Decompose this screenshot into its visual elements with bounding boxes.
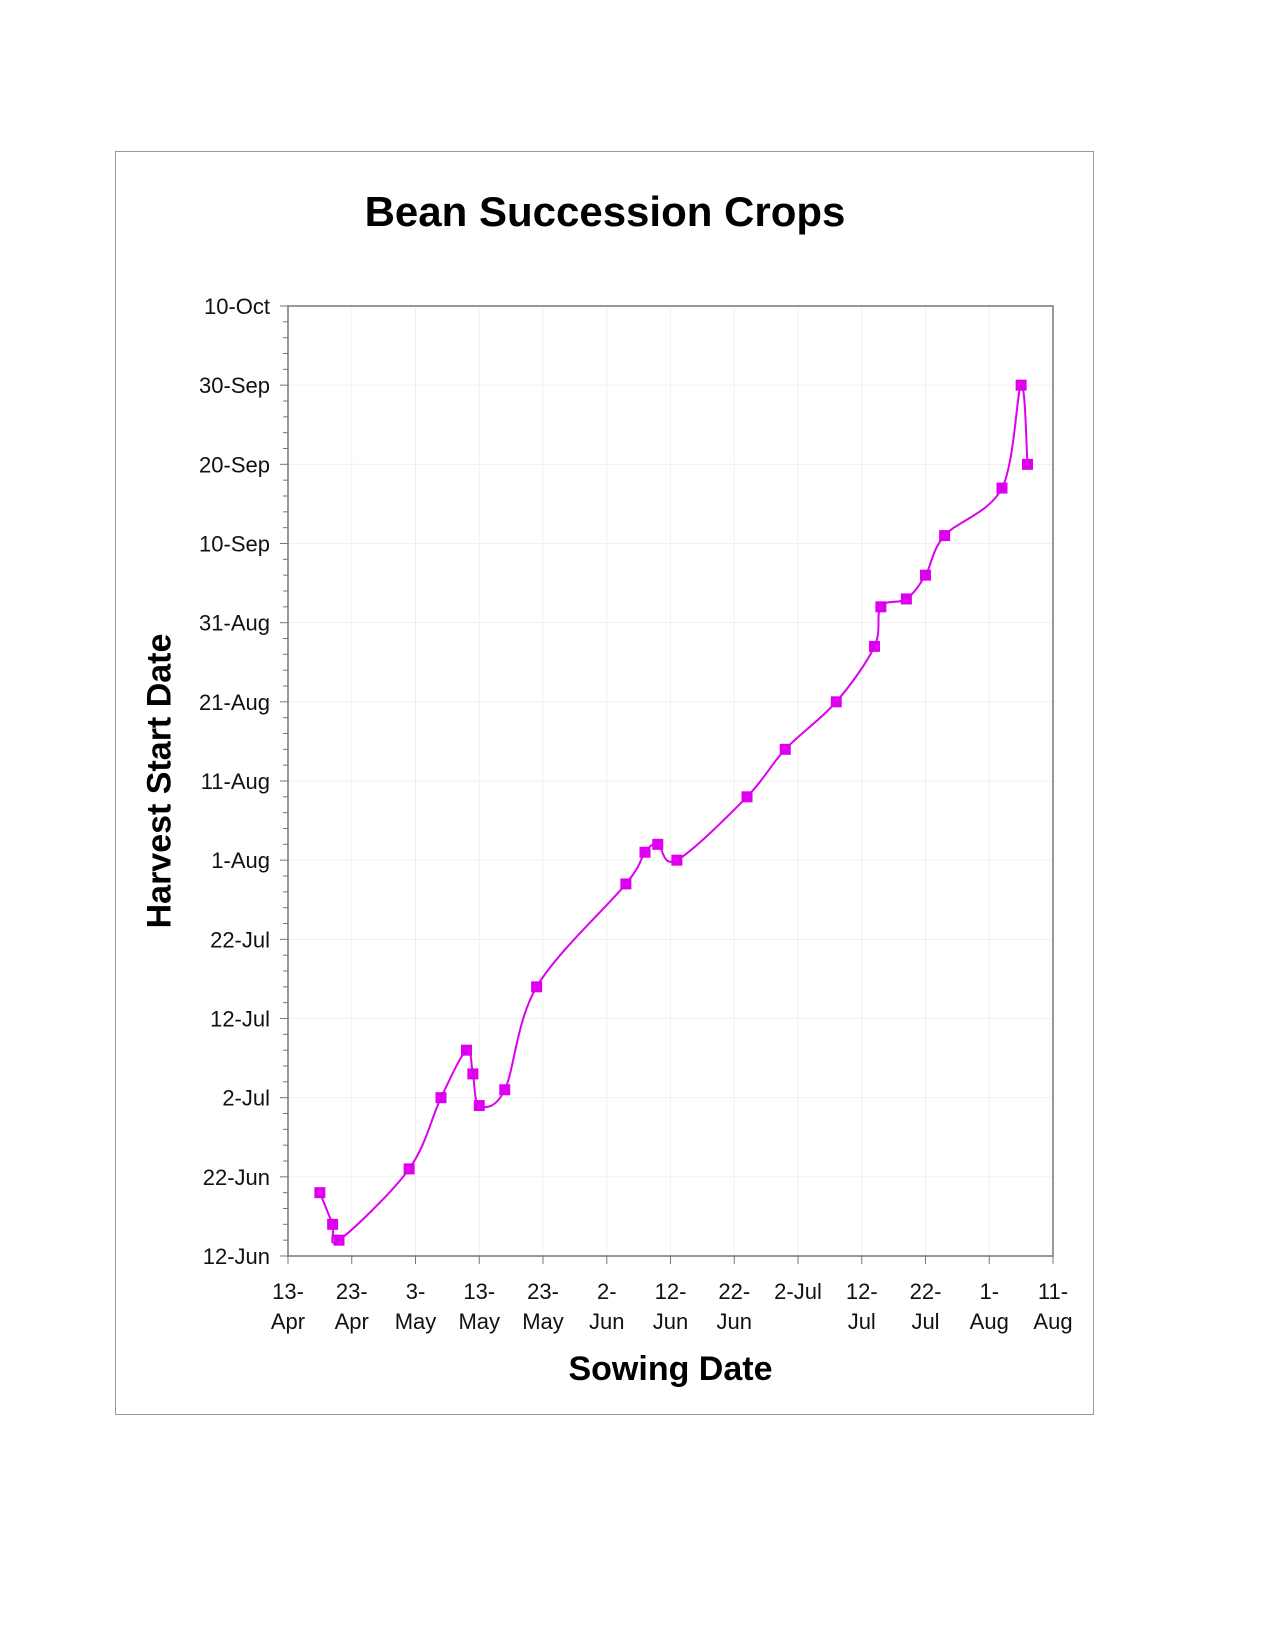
y-tick-label: 11-Aug (201, 769, 270, 794)
y-tick-label: 21-Aug (199, 690, 270, 715)
data-point (531, 981, 543, 993)
data-point (939, 530, 951, 542)
x-tick-label: 11-Aug (1033, 1279, 1072, 1334)
y-tick-label: 2-Jul (222, 1086, 270, 1111)
data-point (461, 1044, 472, 1056)
y-tick-label: 20-Sep (199, 452, 270, 477)
data-point (314, 1187, 326, 1199)
data-point (741, 791, 753, 803)
y-tick-label: 12-Jul (210, 1007, 270, 1032)
x-axis-label: Sowing Date (568, 1350, 773, 1388)
data-point (403, 1163, 415, 1175)
data-point (996, 482, 1008, 494)
x-tick-label: 13-Apr (271, 1279, 305, 1334)
x-tick-label: 1-Aug (970, 1279, 1009, 1334)
data-point (467, 1068, 479, 1080)
y-tick-label: 22-Jul (210, 927, 270, 952)
x-tick-label: 22-Jun (717, 1279, 752, 1334)
y-tick-label: 31-Aug (199, 611, 270, 636)
data-point (333, 1234, 345, 1246)
x-tick-label: 2-Jun (589, 1279, 624, 1334)
x-tick-label: 12-Jul (846, 1279, 878, 1334)
y-tick-label: 1-Aug (211, 848, 270, 873)
data-point (652, 838, 664, 850)
data-point (435, 1092, 447, 1104)
data-point (900, 593, 912, 605)
x-tick-label: 23-May (522, 1279, 564, 1334)
data-point (327, 1218, 339, 1230)
x-tick-label: 13-May (458, 1279, 500, 1334)
data-point (1015, 379, 1027, 391)
data-point (779, 743, 791, 755)
y-tick-label: 22-Jun (203, 1165, 270, 1190)
x-tick-label: 22-Jul (910, 1279, 942, 1334)
data-point (671, 854, 683, 866)
data-point (869, 640, 880, 652)
chart-title: Bean Succession Crops (364, 188, 846, 235)
y-tick-label: 10-Sep (199, 532, 270, 557)
x-tick-label: 12-Jun (653, 1279, 688, 1334)
y-tick-label: 30-Sep (199, 373, 270, 398)
data-point (473, 1100, 485, 1112)
chart-frame (115, 151, 1094, 1415)
data-point (499, 1084, 511, 1096)
x-tick-label: 3-May (395, 1279, 437, 1334)
series-line (318, 384, 1029, 1244)
data-point (620, 878, 632, 890)
y-tick-label: 12-Jun (203, 1244, 270, 1269)
data-point (1022, 458, 1033, 470)
data-point (639, 846, 651, 858)
y-tick-label: 10-Oct (204, 294, 270, 319)
x-tick-label: 2-Jul (774, 1279, 822, 1304)
data-point (920, 569, 931, 581)
data-point (875, 601, 887, 613)
data-point (830, 696, 842, 708)
x-tick-label: 23-Apr (335, 1279, 369, 1334)
